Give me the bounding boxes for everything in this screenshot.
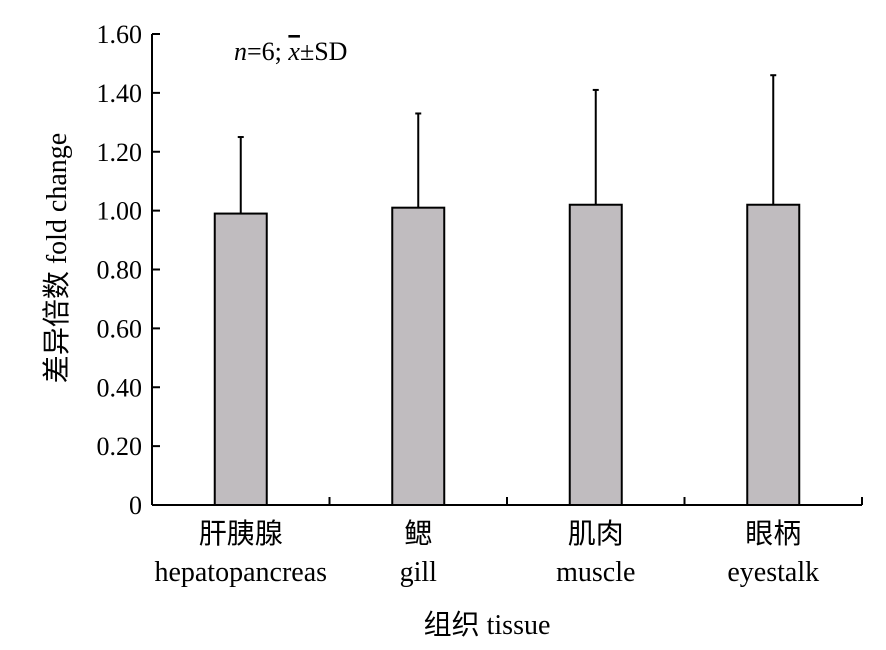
annotation: n=6; x±SD: [234, 37, 347, 66]
x-tick-label-en: muscle: [556, 557, 635, 588]
bar: [568, 203, 623, 507]
bar: [746, 203, 801, 507]
y-tick-label: 0.60: [97, 314, 143, 343]
y-tick-label: 1.60: [97, 20, 143, 49]
bar: [213, 212, 268, 506]
y-axis: 0 0.20 0.40 0.60 0.80 1.00 1.20 1.40 1.60: [97, 20, 160, 520]
x-tick-label-zh: 肝胰腺: [199, 518, 283, 550]
y-tick-label: 0.20: [97, 432, 143, 461]
x-tick-label-zh: 肌肉: [568, 518, 624, 550]
x-tick-label-zh: 鳃: [404, 518, 432, 550]
x-tick-label-en: gill: [400, 557, 438, 588]
x-tick-label-zh: 眼柄: [745, 518, 801, 550]
y-tick-label: 1.00: [97, 197, 143, 226]
bar: [391, 206, 446, 506]
y-axis-label: 差异倍数 fold change: [41, 133, 73, 383]
y-tick-label: 1.40: [97, 79, 143, 108]
bars: [213, 74, 801, 507]
x-axis-label: 组织 tissue: [424, 609, 551, 641]
x-axis: 肝胰腺 hepatopancreas 鳃 gill 肌肉 muscle 眼柄 eyestalk: [152, 497, 863, 588]
y-tick-label: 0.80: [97, 256, 143, 285]
y-tick-label: 0: [129, 491, 142, 520]
x-tick-label-en: hepatopancreas: [154, 557, 327, 588]
y-tick-label: 0.40: [97, 373, 143, 402]
x-tick-label-en: eyestalk: [727, 557, 819, 588]
y-tick-label: 1.20: [97, 138, 143, 167]
